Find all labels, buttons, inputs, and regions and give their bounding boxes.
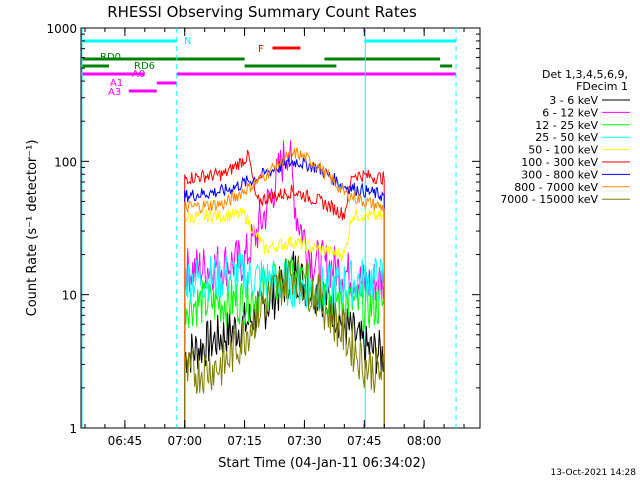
annotation-label-a0: A0 [132, 69, 145, 80]
y-tick-label: 1000 [46, 22, 77, 36]
legend-label: 12 - 25 keV [535, 119, 598, 132]
x-tick-label: 07:45 [347, 434, 382, 448]
timestamp: 13-Oct-2021 14:28 [551, 468, 637, 478]
x-tick-label: 07:30 [287, 434, 322, 448]
legend-label: 800 - 7000 keV [514, 181, 598, 194]
plot-area [80, 27, 481, 429]
annotation-label-a3: A3 [108, 87, 121, 98]
legend-label: 100 - 300 keV [521, 156, 598, 169]
legend-label: 7000 - 15000 keV [500, 193, 598, 206]
y-tick-label: 10 [62, 289, 77, 303]
annotation-label-a1: A1 [110, 78, 123, 89]
x-tick-label: 07:00 [167, 434, 202, 448]
series-line-5 [184, 149, 385, 428]
axes: 06:45 07:00 07:15 07:30 07:45 08:00 1 10 100 1000 [46, 22, 480, 448]
series-line-0 [184, 251, 385, 428]
x-tick-label: 06:45 [108, 434, 143, 448]
legend-label: 6 - 12 keV [542, 106, 598, 119]
y-tick-label: 1 [69, 422, 77, 436]
x-tick-label: 08:00 [407, 434, 442, 448]
series-line-3 [184, 252, 385, 428]
annotation-label-f: F [258, 44, 264, 55]
series-line-4 [184, 207, 385, 428]
legend-label: 3 - 6 keV [549, 94, 598, 107]
legend-label: 300 - 800 keV [521, 168, 598, 181]
legend-header-1: Det 1,3,4,5,6,9, [542, 68, 628, 81]
annotation-label-rd6: RD6 [134, 61, 155, 72]
series-group [184, 140, 385, 428]
annotation-label-n: N [184, 36, 191, 47]
legend-label: 25 - 50 keV [535, 131, 598, 144]
annotation-label-rd0: RD0 [100, 52, 121, 63]
series-line-8 [184, 255, 385, 428]
series-line-7 [184, 147, 385, 428]
legend-label: 50 - 100 keV [528, 144, 598, 157]
x-axis-label: Start Time (04-Jan-11 06:34:02) [218, 456, 426, 471]
legend-header-2: FDecim 1 [576, 80, 628, 93]
chart-title: RHESSI Observing Summary Count Rates [107, 3, 417, 21]
y-axis-label: Count Rate (s⁻¹ detector⁻¹) [25, 140, 40, 317]
x-tick-label: 07:15 [227, 434, 262, 448]
y-tick-label: 100 [54, 155, 77, 169]
